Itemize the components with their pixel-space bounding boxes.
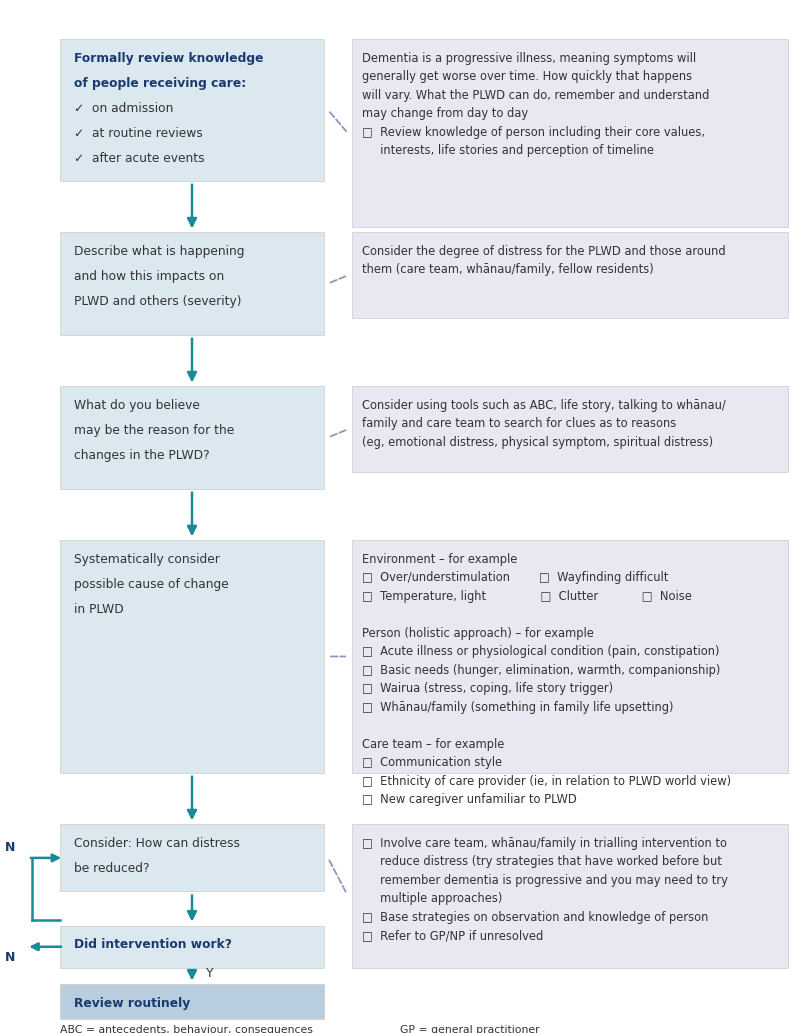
FancyBboxPatch shape [352, 232, 788, 318]
FancyBboxPatch shape [60, 386, 324, 489]
Text: Describe what is happening: Describe what is happening [74, 245, 245, 258]
Text: ✓  at routine reviews: ✓ at routine reviews [74, 127, 203, 140]
Text: Consider using tools such as ABC, life story, talking to whānau/
family and care: Consider using tools such as ABC, life s… [362, 399, 726, 448]
Text: be reduced?: be reduced? [74, 862, 150, 875]
Text: ✓  after acute events: ✓ after acute events [74, 153, 205, 165]
FancyBboxPatch shape [60, 540, 324, 773]
Text: possible cause of change: possible cause of change [74, 577, 229, 591]
Text: Consider the degree of distress for the PLWD and those around
them (care team, w: Consider the degree of distress for the … [362, 245, 726, 276]
FancyBboxPatch shape [352, 39, 788, 227]
FancyBboxPatch shape [60, 232, 324, 335]
FancyBboxPatch shape [352, 540, 788, 773]
Text: and how this impacts on: and how this impacts on [74, 270, 225, 283]
Text: N: N [6, 950, 15, 964]
Text: Consider: How can distress: Consider: How can distress [74, 837, 240, 850]
Text: □  Involve care team, whānau/family in trialling intervention to
     reduce dis: □ Involve care team, whānau/family in tr… [362, 837, 727, 942]
Text: Formally review knowledge: Formally review knowledge [74, 52, 264, 65]
Text: What do you believe: What do you believe [74, 399, 200, 412]
Text: Y: Y [206, 967, 214, 979]
Text: ABC = antecedents, behaviour, consequences: ABC = antecedents, behaviour, consequenc… [60, 1025, 313, 1033]
FancyBboxPatch shape [60, 824, 324, 891]
Text: N: N [6, 841, 15, 854]
Text: GP = general practitioner: GP = general practitioner [400, 1025, 540, 1033]
Text: Review routinely: Review routinely [74, 997, 190, 1010]
Text: changes in the PLWD?: changes in the PLWD? [74, 449, 210, 462]
Text: PLWD and others (severity): PLWD and others (severity) [74, 295, 242, 308]
Text: in PLWD: in PLWD [74, 603, 124, 616]
Text: Environment – for example
□  Over/understimulation        □  Wayfinding difficul: Environment – for example □ Over/underst… [362, 553, 730, 806]
FancyBboxPatch shape [352, 386, 788, 472]
FancyBboxPatch shape [60, 926, 324, 968]
Text: ✓  on admission: ✓ on admission [74, 102, 174, 115]
Text: Dementia is a progressive illness, meaning symptoms will
generally get worse ove: Dementia is a progressive illness, meani… [362, 52, 709, 157]
Text: of people receiving care:: of people receiving care: [74, 76, 246, 90]
FancyBboxPatch shape [60, 984, 324, 1019]
Text: Did intervention work?: Did intervention work? [74, 938, 232, 951]
Text: may be the reason for the: may be the reason for the [74, 424, 234, 437]
FancyBboxPatch shape [60, 39, 324, 181]
Text: Systematically consider: Systematically consider [74, 553, 220, 566]
FancyBboxPatch shape [352, 824, 788, 968]
